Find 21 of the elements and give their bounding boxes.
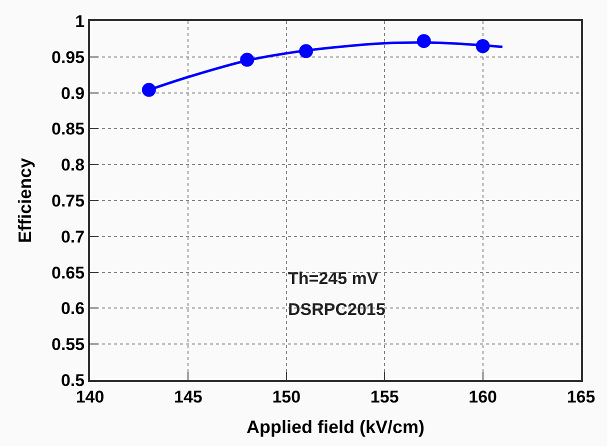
y-tick-label: 0.7	[60, 227, 85, 246]
y-tick-label: 0.95	[52, 48, 85, 67]
x-tick-label: 155	[370, 387, 399, 406]
annotation: Th=245 mV	[288, 269, 379, 288]
y-tick-label: 0.65	[52, 263, 85, 282]
y-tick-label: 0.8	[60, 156, 85, 175]
y-tick-label: 0.6	[60, 299, 85, 318]
y-tick-label: 1	[75, 12, 85, 31]
y-axis-title: Efficiency	[15, 158, 36, 244]
x-tick-label: 140	[76, 387, 104, 406]
x-tick-label: 150	[272, 387, 301, 406]
x-tick-label: 160	[468, 387, 497, 406]
x-tick-label: 165	[566, 387, 596, 406]
x-axis-title: Applied field (kV/cm)	[246, 417, 425, 437]
annotation: DSRPC2015	[288, 300, 386, 319]
y-tick-label: 0.75	[52, 191, 85, 210]
y-tick-label: 0.9	[60, 84, 85, 103]
x-tick-label: 145	[174, 387, 202, 406]
y-tick-label: 0.85	[52, 120, 85, 139]
y-tick-label: 0.55	[52, 335, 85, 354]
y-tick-label: 0.5	[60, 370, 85, 390]
